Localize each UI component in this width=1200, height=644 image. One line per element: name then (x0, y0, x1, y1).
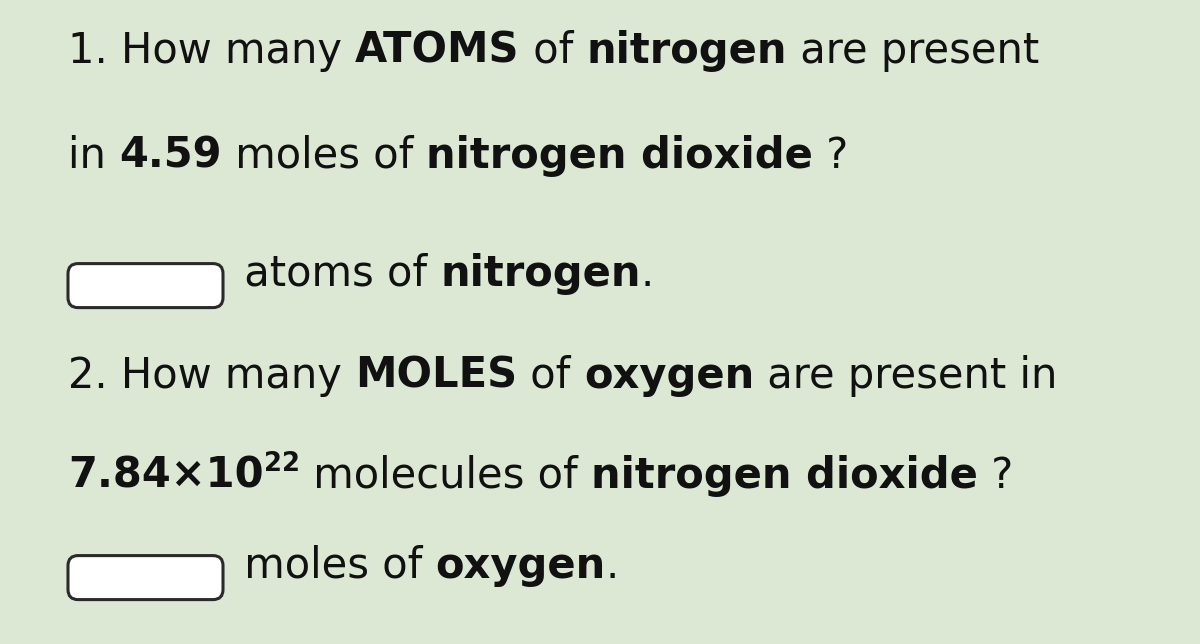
Text: are present in: are present in (754, 355, 1057, 397)
Text: nitrogen dioxide: nitrogen dioxide (426, 135, 814, 176)
Text: are present: are present (787, 30, 1039, 71)
Text: of: of (520, 30, 587, 71)
Text: oxygen: oxygen (436, 545, 606, 587)
Text: molecules of: molecules of (300, 455, 590, 497)
Text: 2. How many: 2. How many (68, 355, 355, 397)
Text: atoms of: atoms of (230, 252, 440, 294)
Text: 22: 22 (264, 451, 300, 477)
FancyBboxPatch shape (68, 263, 223, 308)
Text: moles of: moles of (222, 135, 426, 176)
Text: oxygen: oxygen (584, 355, 754, 397)
Text: in: in (68, 135, 119, 176)
Text: ?: ? (978, 455, 1013, 497)
Text: .: . (641, 252, 654, 294)
Text: of: of (517, 355, 584, 397)
Text: .: . (606, 545, 619, 587)
Text: ATOMS: ATOMS (355, 30, 520, 71)
Text: 1. How many: 1. How many (68, 30, 355, 71)
Text: 7.84×10: 7.84×10 (68, 455, 264, 497)
Text: moles of: moles of (230, 545, 436, 587)
Text: MOLES: MOLES (355, 355, 517, 397)
Text: 4.59: 4.59 (119, 135, 222, 176)
Text: nitrogen dioxide: nitrogen dioxide (590, 455, 978, 497)
FancyBboxPatch shape (68, 556, 223, 600)
Text: ?: ? (814, 135, 848, 176)
Text: nitrogen: nitrogen (587, 30, 787, 71)
Text: nitrogen: nitrogen (440, 252, 641, 294)
